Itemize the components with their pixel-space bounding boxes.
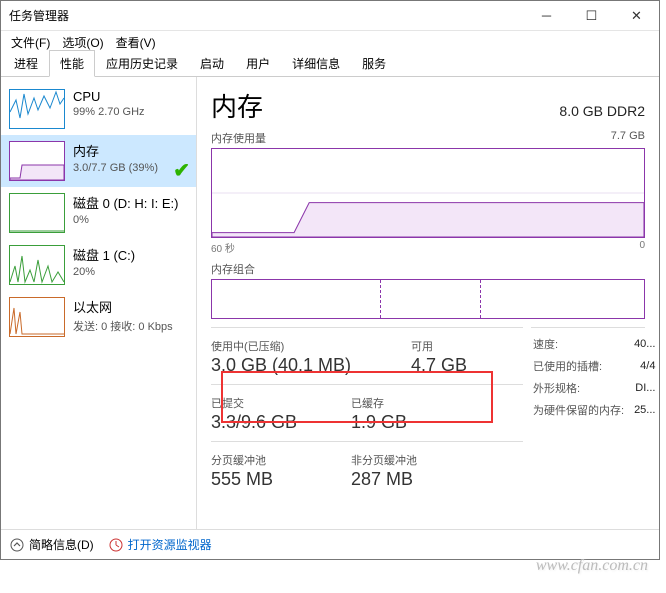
stat-inuse-value: 3.0 GB (40.1 MB)	[211, 355, 391, 376]
usage-label: 内存使用量	[211, 133, 266, 145]
open-resmon-label: 打开资源监视器	[128, 536, 212, 553]
thumb-ethernet	[9, 297, 65, 337]
detail-key-3: 为硬件保留的内存:	[533, 400, 632, 420]
stat-committed-value: 3.3/9.6 GB	[211, 412, 331, 433]
tab-1[interactable]: 性能	[49, 50, 95, 77]
detail-val-0: 40...	[634, 334, 655, 354]
chart-x-right: 0	[639, 240, 645, 255]
stat-paged-value: 555 MB	[211, 469, 331, 490]
detail-key-0: 速度:	[533, 334, 632, 354]
tab-2[interactable]: 应用历史记录	[95, 50, 189, 77]
tab-0[interactable]: 进程	[3, 50, 49, 77]
maximize-button[interactable]: ☐	[569, 1, 614, 31]
sidebar-item-disk1[interactable]: 磁盘 1 (C:) 20%	[1, 239, 196, 291]
sidebar-label-cpu: CPU	[73, 89, 145, 104]
stat-cached-label: 已缓存	[351, 395, 407, 411]
stat-nonpaged-label: 非分页缓冲池	[351, 452, 417, 468]
chevron-up-icon	[9, 537, 25, 553]
sidebar-sub-ethernet: 发送: 0 接收: 0 Kbps	[73, 318, 173, 334]
open-resmon-link[interactable]: 打开资源监视器	[108, 536, 212, 553]
memory-details-table: 速度:40...已使用的插槽:4/4外形规格:DI...为硬件保留的内存:25.…	[531, 332, 657, 422]
tab-6[interactable]: 服务	[351, 50, 397, 77]
thumb-disk0	[9, 193, 65, 233]
detail-val-2: DI...	[634, 378, 655, 398]
close-button[interactable]: ✕	[614, 1, 659, 31]
fewer-details-button[interactable]: 简略信息(D)	[9, 536, 94, 553]
resmon-icon	[108, 537, 124, 553]
detail-key-2: 外形规格:	[533, 378, 632, 398]
fewer-details-label: 简略信息(D)	[29, 536, 94, 553]
minimize-button[interactable]: ─	[524, 1, 569, 31]
sidebar-item-cpu[interactable]: CPU 99% 2.70 GHz	[1, 83, 196, 135]
sidebar-sub-memory: 3.0/7.7 GB (39%)	[73, 162, 158, 174]
window-title: 任务管理器	[9, 7, 524, 24]
sidebar-label-ethernet: 以太网	[73, 297, 173, 316]
tab-3[interactable]: 启动	[189, 50, 235, 77]
detail-val-3: 25...	[634, 400, 655, 420]
stat-committed-label: 已提交	[211, 395, 331, 411]
thumb-disk1	[9, 245, 65, 285]
tab-4[interactable]: 用户	[235, 50, 281, 77]
thumb-memory	[9, 141, 65, 181]
page-title: 内存	[211, 87, 263, 124]
tab-5[interactable]: 详细信息	[281, 50, 351, 77]
stat-inuse-label: 使用中(已压缩)	[211, 338, 391, 354]
sidebar-sub-disk1: 20%	[73, 266, 135, 278]
memory-usage-chart	[211, 148, 645, 238]
usage-max: 7.7 GB	[611, 130, 645, 142]
sidebar-label-disk0: 磁盘 0 (D: H: I: E:)	[73, 193, 178, 212]
compo-label: 内存组合	[211, 264, 255, 276]
chart-x-left: 60 秒	[211, 240, 235, 255]
stat-paged-label: 分页缓冲池	[211, 452, 331, 468]
stat-cached-value: 1.9 GB	[351, 412, 407, 433]
stat-avail-label: 可用	[411, 338, 467, 354]
detail-key-1: 已使用的插槽:	[533, 356, 632, 376]
sidebar-sub-disk0: 0%	[73, 214, 178, 226]
stat-avail-value: 4.7 GB	[411, 355, 467, 376]
detail-val-1: 4/4	[634, 356, 655, 376]
sidebar-item-ethernet[interactable]: 以太网 发送: 0 接收: 0 Kbps	[1, 291, 196, 343]
checkmark-icon: ✔	[173, 158, 190, 183]
stat-nonpaged-value: 287 MB	[351, 469, 417, 490]
sidebar-label-disk1: 磁盘 1 (C:)	[73, 245, 135, 264]
memory-composition-chart	[211, 279, 645, 319]
watermark: www.cfan.com.cn	[536, 557, 648, 575]
sidebar-item-disk0[interactable]: 磁盘 0 (D: H: I: E:) 0%	[1, 187, 196, 239]
thumb-cpu	[9, 89, 65, 129]
sidebar-item-memory[interactable]: 内存 3.0/7.7 GB (39%) ✔	[1, 135, 196, 187]
memory-spec: 8.0 GB DDR2	[559, 103, 645, 119]
sidebar-sub-cpu: 99% 2.70 GHz	[73, 106, 145, 118]
sidebar-label-memory: 内存	[73, 141, 158, 160]
